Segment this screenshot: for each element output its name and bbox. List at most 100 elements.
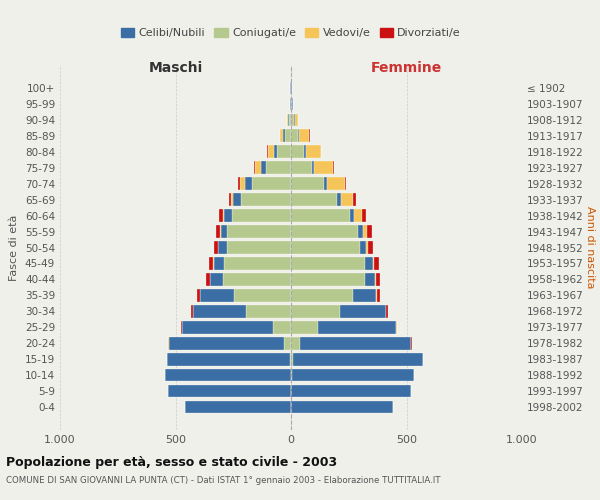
Bar — [200, 289, 235, 302]
Bar — [373, 257, 374, 270]
Bar — [277, 146, 291, 158]
Bar — [291, 321, 317, 334]
Bar — [291, 337, 300, 349]
Bar — [191, 305, 193, 318]
Bar — [291, 114, 294, 126]
Y-axis label: Fasce di età: Fasce di età — [10, 214, 19, 280]
Bar — [218, 242, 227, 254]
Bar — [223, 210, 224, 222]
Bar — [280, 130, 283, 142]
Bar — [169, 385, 291, 398]
Bar — [292, 369, 414, 382]
Bar — [290, 353, 291, 366]
Bar — [312, 162, 314, 174]
Bar — [164, 369, 290, 382]
Bar — [291, 401, 392, 413]
Bar — [317, 321, 396, 334]
Bar — [291, 273, 365, 285]
Bar — [254, 162, 255, 174]
Bar — [245, 178, 252, 190]
Bar — [255, 162, 261, 174]
Bar — [291, 98, 292, 110]
Bar — [376, 289, 377, 302]
Bar — [294, 114, 295, 126]
Bar — [295, 114, 298, 126]
Bar — [217, 226, 220, 238]
Bar — [266, 162, 291, 174]
Bar — [332, 162, 334, 174]
Bar — [210, 273, 223, 285]
Bar — [197, 289, 200, 302]
Bar — [289, 114, 291, 126]
Bar — [285, 130, 291, 142]
Bar — [291, 289, 353, 302]
Bar — [291, 369, 292, 382]
Bar — [224, 257, 291, 270]
Y-axis label: Anni di nascita: Anni di nascita — [585, 206, 595, 289]
Bar — [229, 194, 231, 206]
Text: Popolazione per età, sesso e stato civile - 2003: Popolazione per età, sesso e stato civil… — [6, 456, 337, 469]
Bar — [209, 257, 214, 270]
Bar — [181, 321, 182, 334]
Bar — [288, 114, 289, 126]
Bar — [252, 178, 291, 190]
Bar — [291, 353, 293, 366]
Bar — [298, 130, 299, 142]
Bar — [231, 194, 233, 206]
Bar — [291, 146, 304, 158]
Bar — [241, 194, 291, 206]
Bar — [223, 273, 291, 285]
Text: COMUNE DI SAN GIOVANNI LA PUNTA (CT) - Dati ISTAT 1° gennaio 2003 - Elaborazione: COMUNE DI SAN GIOVANNI LA PUNTA (CT) - D… — [6, 476, 440, 485]
Text: Maschi: Maschi — [148, 61, 203, 75]
Bar — [304, 146, 305, 158]
Bar — [291, 242, 360, 254]
Bar — [376, 273, 380, 285]
Bar — [167, 353, 290, 366]
Bar — [291, 210, 350, 222]
Bar — [220, 226, 221, 238]
Bar — [235, 289, 291, 302]
Bar — [291, 257, 365, 270]
Bar — [246, 305, 291, 318]
Bar — [224, 210, 232, 222]
Bar — [238, 178, 240, 190]
Bar — [360, 242, 366, 254]
Bar — [362, 226, 367, 238]
Bar — [374, 257, 379, 270]
Bar — [291, 194, 337, 206]
Bar — [283, 130, 285, 142]
Bar — [214, 257, 224, 270]
Bar — [368, 242, 373, 254]
Bar — [300, 337, 411, 349]
Bar — [292, 98, 293, 110]
Bar — [291, 385, 412, 398]
Bar — [221, 226, 227, 238]
Bar — [358, 226, 362, 238]
Bar — [261, 162, 266, 174]
Bar — [377, 289, 380, 302]
Bar — [291, 226, 358, 238]
Bar — [291, 162, 312, 174]
Bar — [386, 305, 388, 318]
Bar — [327, 178, 344, 190]
Bar — [354, 210, 362, 222]
Bar — [341, 194, 353, 206]
Bar — [362, 210, 365, 222]
Bar — [337, 194, 341, 206]
Bar — [291, 130, 298, 142]
Bar — [325, 178, 327, 190]
Bar — [314, 162, 332, 174]
Bar — [220, 210, 223, 222]
Bar — [365, 257, 373, 270]
Bar — [274, 146, 277, 158]
Bar — [232, 210, 291, 222]
Bar — [367, 226, 372, 238]
Bar — [272, 321, 291, 334]
Bar — [353, 289, 376, 302]
Bar — [227, 226, 291, 238]
Bar — [353, 194, 356, 206]
Bar — [291, 178, 325, 190]
Bar — [344, 178, 346, 190]
Bar — [182, 321, 272, 334]
Bar — [227, 242, 291, 254]
